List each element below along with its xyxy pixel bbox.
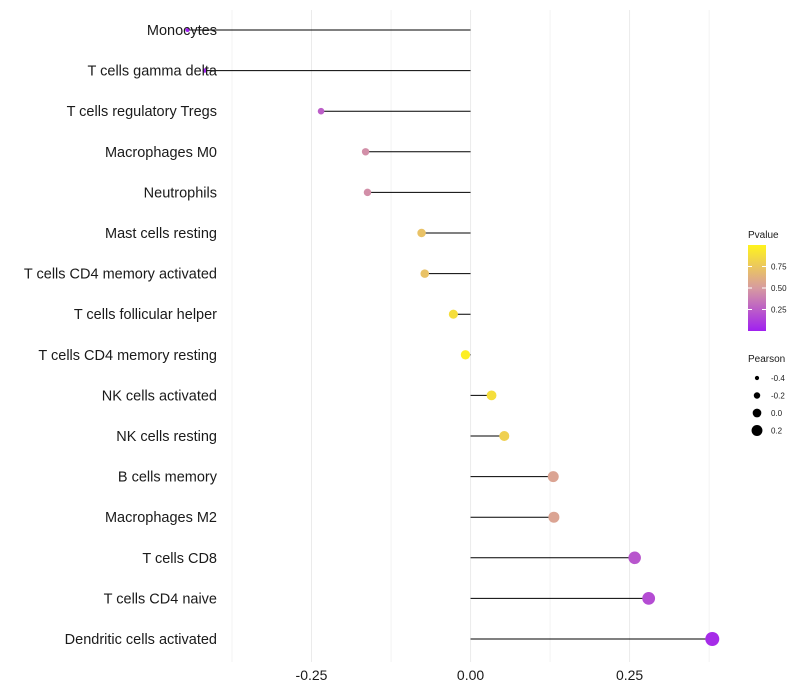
x-tick-label: 0.25 bbox=[616, 667, 643, 683]
category-label: Mast cells resting bbox=[105, 226, 217, 242]
pvalue-legend: Pvalue 0.25 0.50 0.75 bbox=[748, 230, 787, 331]
pearson-size-label: -0.2 bbox=[771, 392, 785, 401]
category-label: T cells CD4 memory activated bbox=[24, 267, 217, 283]
lollipop-point bbox=[548, 511, 560, 523]
category-label: Dendritic cells activated bbox=[65, 632, 217, 648]
category-label: Neutrophils bbox=[144, 185, 217, 201]
category-label: Monocytes bbox=[147, 23, 217, 39]
lollipop-point bbox=[628, 551, 641, 565]
lollipop-point bbox=[202, 68, 207, 73]
x-axis-ticks: -0.25 0.00 0.25 bbox=[296, 667, 644, 683]
category-label: Macrophages M0 bbox=[105, 145, 217, 161]
category-label: T cells CD8 bbox=[142, 551, 217, 567]
lollipop-stems bbox=[187, 29, 713, 640]
category-label: Macrophages M2 bbox=[105, 510, 217, 526]
category-label: T cells regulatory Tregs bbox=[67, 104, 217, 120]
pvalue-tick-label: 0.25 bbox=[771, 306, 787, 315]
category-label: T cells gamma delta bbox=[88, 64, 218, 80]
lollipop-point bbox=[420, 269, 430, 278]
pearson-size-key bbox=[751, 425, 763, 436]
lollipop-point bbox=[317, 107, 325, 115]
pearson-legend-title: Pearson bbox=[748, 354, 785, 365]
category-label: B cells memory bbox=[118, 470, 218, 486]
pearson-size-label: -0.4 bbox=[771, 374, 785, 383]
category-label: T cells CD4 memory resting bbox=[38, 348, 217, 364]
lollipop-point bbox=[460, 350, 471, 360]
x-tick-label: 0.00 bbox=[457, 667, 484, 683]
lollipop-point bbox=[448, 309, 458, 319]
category-label: T cells follicular helper bbox=[74, 307, 217, 323]
pearson-size-label: 0.2 bbox=[771, 427, 783, 436]
category-label: T cells CD4 naive bbox=[104, 591, 217, 607]
pvalue-legend-title: Pvalue bbox=[748, 230, 779, 241]
lollipop-point bbox=[642, 592, 656, 605]
category-label: NK cells activated bbox=[102, 388, 217, 404]
lollipop-point bbox=[499, 430, 510, 442]
lollipop-points bbox=[185, 27, 720, 646]
category-label: NK cells resting bbox=[116, 429, 217, 445]
pearson-size-key bbox=[754, 375, 760, 381]
category-labels: Monocytes T cells gamma delta T cells regu… bbox=[24, 23, 218, 648]
lollipop-point bbox=[417, 228, 426, 238]
grid-lines bbox=[231, 10, 710, 662]
lollipop-point bbox=[705, 632, 720, 646]
pearson-legend: Pearson -0.4 -0.2 0.0 0.2 bbox=[748, 354, 785, 436]
pearson-size-key bbox=[753, 392, 761, 399]
pearson-size-key bbox=[752, 408, 762, 418]
lollipop-point bbox=[363, 188, 372, 197]
pvalue-tick-label: 0.50 bbox=[771, 284, 787, 293]
lollipop-point bbox=[547, 471, 559, 483]
lollipop-point bbox=[185, 27, 190, 33]
x-tick-label: -0.25 bbox=[296, 667, 328, 683]
lollipop-point bbox=[361, 148, 370, 156]
lollipop-point bbox=[486, 390, 497, 401]
pvalue-colorbar bbox=[748, 245, 766, 331]
pvalue-tick-label: 0.75 bbox=[771, 263, 787, 272]
pearson-size-label: 0.0 bbox=[771, 409, 783, 418]
